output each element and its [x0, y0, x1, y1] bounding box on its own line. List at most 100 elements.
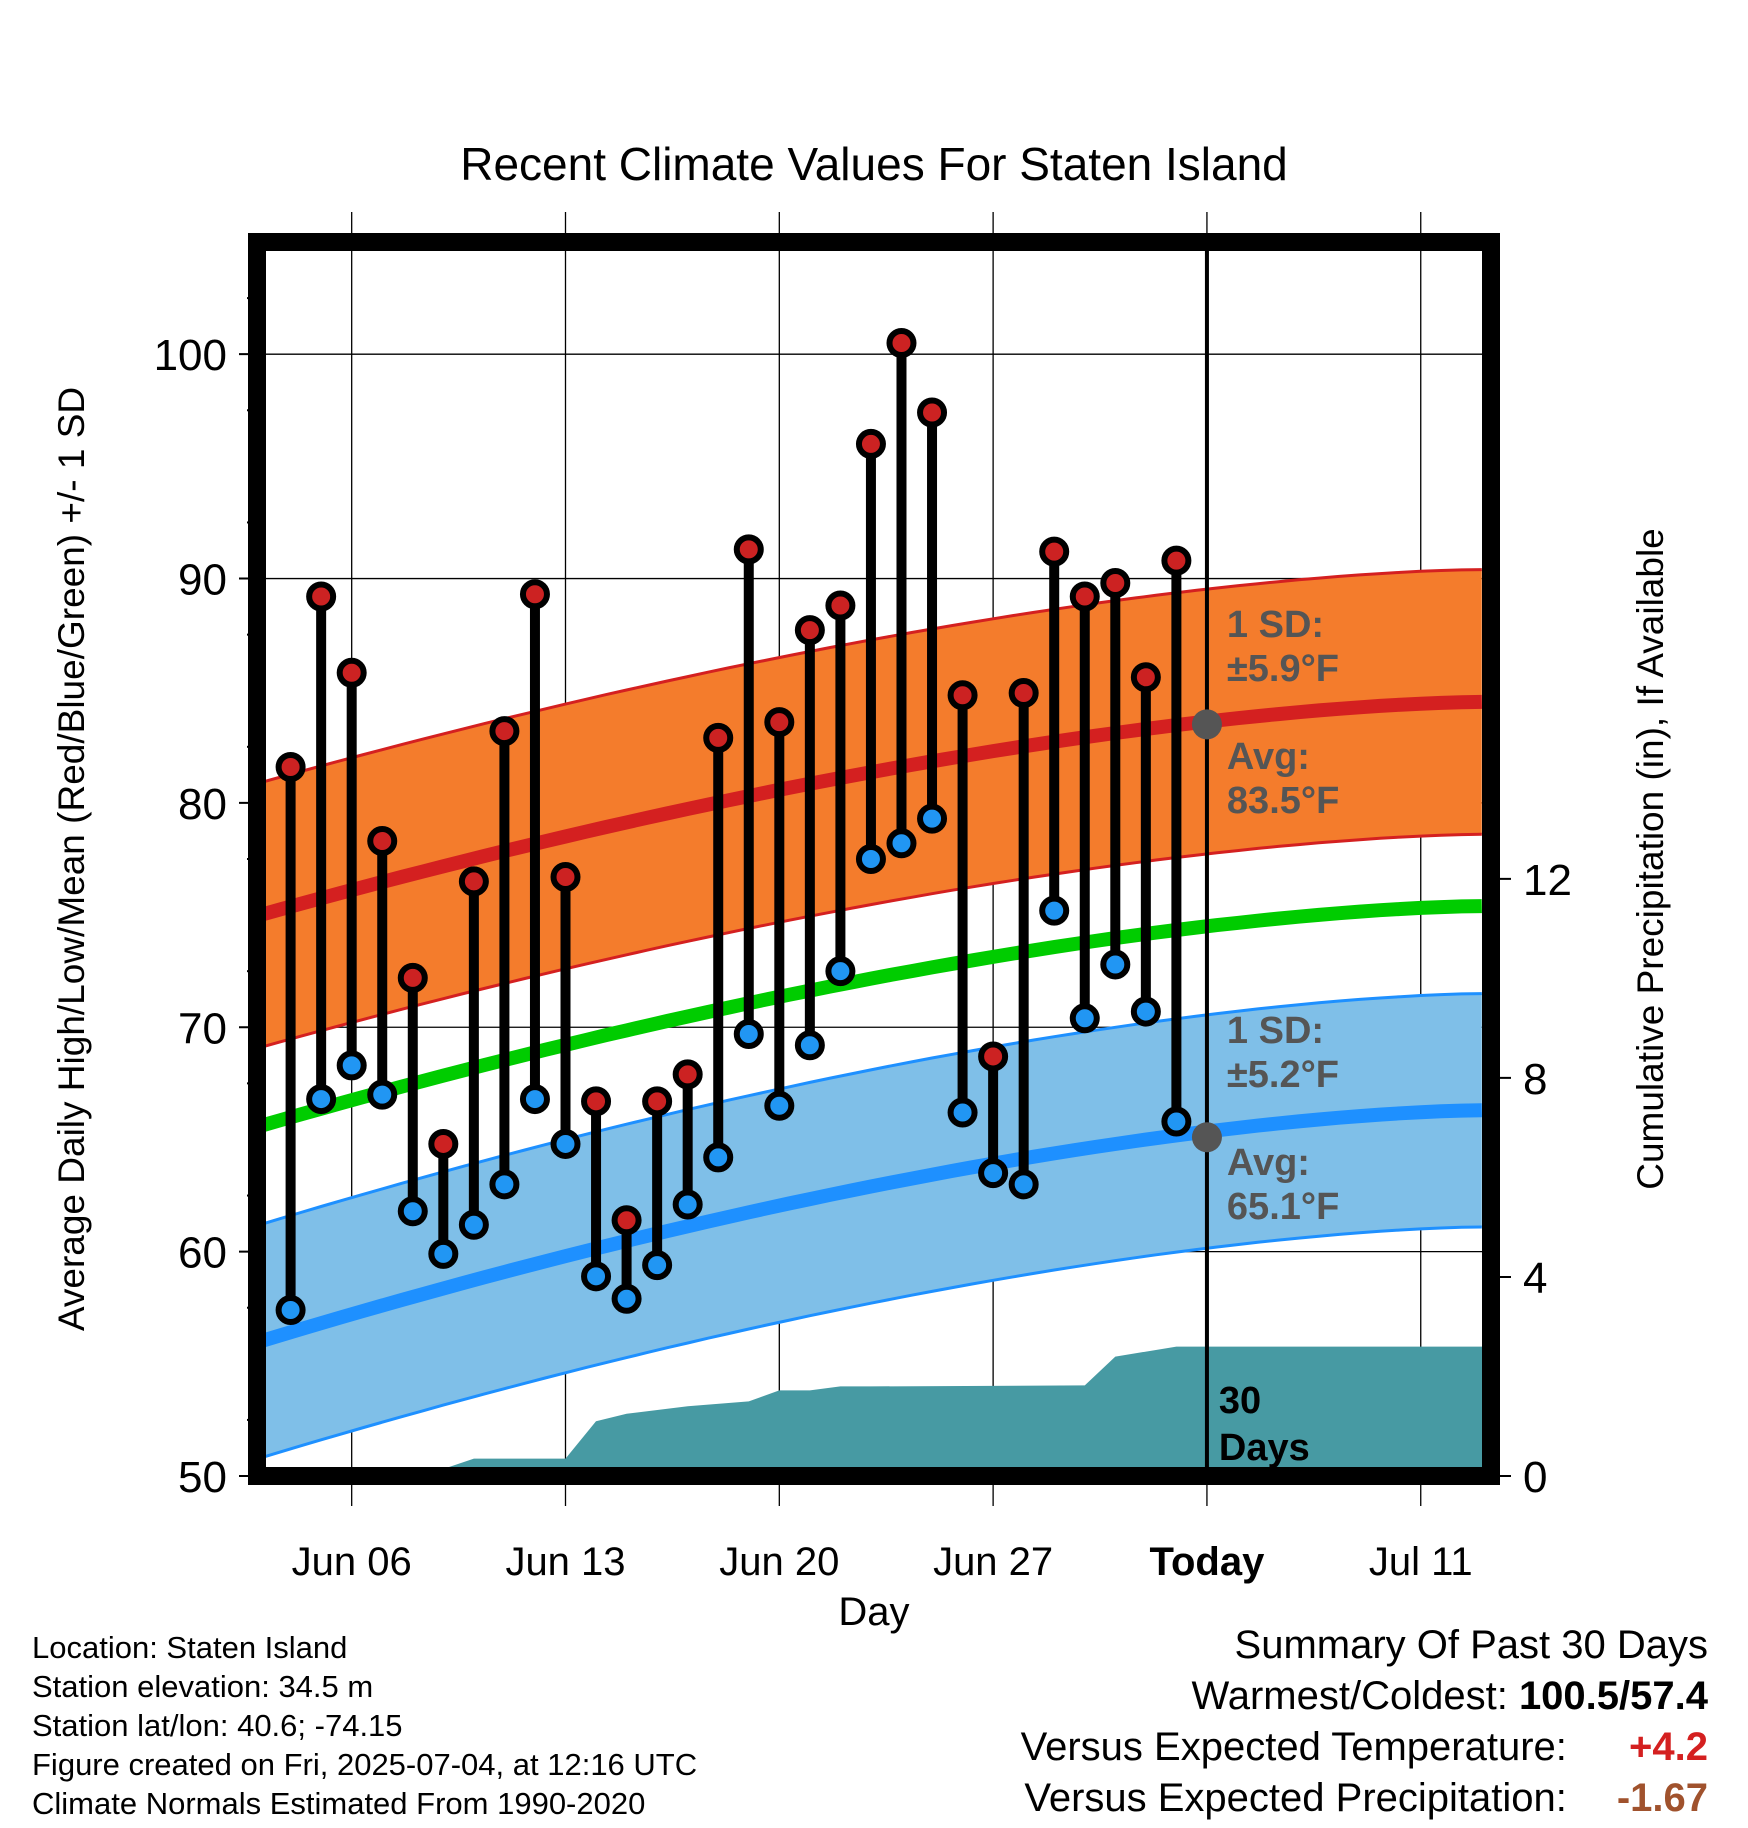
daily-low-point [764, 1090, 795, 1121]
daily-high-point [764, 707, 795, 738]
x-tick-label: Today [1150, 1540, 1266, 1584]
y2-axis-label: Cumulative Precipitation (in), If Availa… [1630, 528, 1671, 1190]
daily-high-point [642, 1086, 673, 1117]
today-high-avg-marker [1191, 709, 1222, 740]
daily-high-point [733, 534, 764, 565]
low-avg-label: Avg: [1227, 1142, 1310, 1184]
y-tick-label: 100 [154, 331, 227, 380]
y-tick-label: 50 [178, 1453, 227, 1502]
x-tick-label: Jul 11 [1369, 1540, 1473, 1584]
daily-high-point [1069, 581, 1100, 612]
daily-high-point [703, 722, 734, 753]
daily-high-point [1161, 545, 1192, 576]
high-sd-label: 1 SD: [1227, 604, 1324, 646]
daily-low-point [1039, 895, 1070, 926]
daily-high-point [275, 752, 306, 783]
info-normals: Climate Normals Estimated From 1990-2020 [32, 1786, 646, 1821]
axes-layer [239, 297, 1511, 1477]
info-latlon: Station lat/lon: 40.6; -74.15 [32, 1708, 403, 1743]
daily-high-point [978, 1041, 1009, 1072]
daily-low-point [336, 1050, 367, 1081]
daily-low-point [611, 1283, 642, 1314]
daily-high-point [336, 657, 367, 688]
daily-high-point [367, 826, 398, 857]
daily-low-point [367, 1079, 398, 1110]
daily-low-point [672, 1189, 703, 1220]
warm-cold-value: 100.5/57.4 [1518, 1674, 1708, 1718]
daily-low-point [428, 1238, 459, 1269]
high-sd-value: ±5.9°F [1227, 648, 1339, 690]
low-sd-upper-line [263, 992, 1482, 1226]
daily-high-point [917, 397, 948, 428]
low-sd-value: ±5.2°F [1227, 1054, 1339, 1096]
y2-tick-label: 0 [1523, 1453, 1547, 1502]
daily-low-point [642, 1250, 673, 1281]
daily-low-point [306, 1084, 337, 1115]
precip-label: Versus Expected Precipitation: [1024, 1776, 1567, 1820]
daily-high-point [1039, 536, 1070, 567]
daily-high-point [855, 428, 886, 459]
precip-area [440, 1346, 1485, 1470]
low-avg-line [263, 1103, 1482, 1348]
info-location: Location: Staten Island [32, 1630, 348, 1665]
daily-range-layer [275, 327, 1192, 1325]
daily-low-point [1161, 1106, 1192, 1137]
daily-low-point [458, 1209, 489, 1240]
daily-high-point [397, 962, 428, 993]
low-avg-value: 65.1°F [1227, 1186, 1339, 1228]
y-tick-label: 80 [178, 780, 227, 829]
daily-low-point [519, 1084, 550, 1115]
daily-high-point [1008, 677, 1039, 708]
y2-tick-label: 8 [1523, 1055, 1547, 1104]
daily-low-point [550, 1128, 581, 1159]
daily-low-point [978, 1158, 1009, 1189]
y2-tick-label: 4 [1523, 1254, 1547, 1303]
daily-high-point [1130, 662, 1161, 693]
daily-low-point [825, 956, 856, 987]
today-low-avg-marker [1191, 1122, 1222, 1153]
x-tick-label: Jun 20 [719, 1540, 839, 1584]
y2-tick-label: 12 [1523, 856, 1572, 905]
high-avg-value: 83.5°F [1227, 780, 1339, 822]
daily-high-point [428, 1128, 459, 1159]
daily-low-point [275, 1294, 306, 1325]
temp-label: Versus Expected Temperature: [1020, 1725, 1567, 1769]
daily-high-point [825, 590, 856, 621]
daily-high-point [581, 1086, 612, 1117]
daily-low-point [1008, 1169, 1039, 1200]
daily-high-point [306, 581, 337, 612]
warm-cold-label: Warmest/Coldest: [1191, 1674, 1508, 1718]
daily-high-point [672, 1059, 703, 1090]
summary-precip: Versus Expected Precipitation: -1.67 [1021, 1773, 1708, 1824]
low-sd-label: 1 SD: [1227, 1010, 1324, 1052]
daily-low-point [947, 1097, 978, 1128]
chart-title: Recent Climate Values For Staten Island [460, 138, 1288, 190]
precip-window-label-2: Days [1219, 1427, 1310, 1469]
daily-low-point [397, 1196, 428, 1227]
daily-low-point [1100, 949, 1131, 980]
x-axis-label: Day [838, 1590, 909, 1634]
daily-low-point [1130, 996, 1161, 1027]
daily-low-point [581, 1261, 612, 1292]
daily-low-point [886, 828, 917, 859]
daily-high-point [611, 1205, 642, 1236]
info-created: Figure created on Fri, 2025-07-04, at 12… [32, 1747, 698, 1782]
summary-temp: Versus Expected Temperature: +4.2 [1021, 1722, 1708, 1773]
temp-value: +4.2 [1629, 1725, 1708, 1769]
info-elevation: Station elevation: 34.5 m [32, 1669, 374, 1704]
daily-high-point [947, 680, 978, 711]
x-tick-label: Jun 06 [292, 1540, 412, 1584]
y-tick-label: 70 [178, 1004, 227, 1053]
y-tick-label: 60 [178, 1229, 227, 1278]
y-tick-label: 90 [178, 556, 227, 605]
daily-low-point [917, 803, 948, 834]
summary-title: Summary Of Past 30 Days [1234, 1623, 1708, 1667]
station-info: Location: Staten Island Station elevatio… [32, 1628, 697, 1823]
daily-high-point [458, 866, 489, 897]
daily-high-point [794, 615, 825, 646]
daily-high-point [550, 861, 581, 892]
precip-value: -1.67 [1616, 1776, 1708, 1820]
mean-avg-line [263, 899, 1482, 1133]
